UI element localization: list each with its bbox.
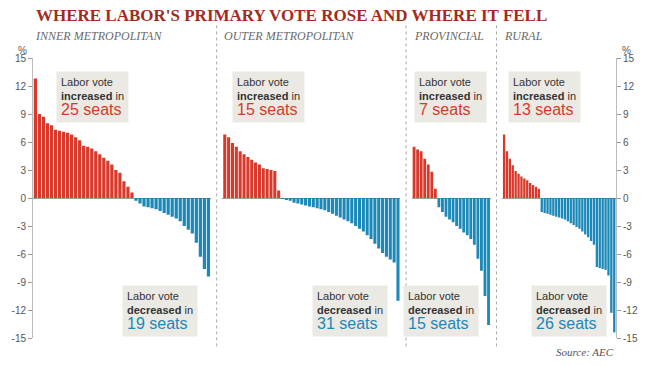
svg-text:3: 3: [20, 165, 26, 176]
svg-text:12: 12: [15, 81, 27, 92]
svg-text:Labor voteincreased in7 seats: Labor voteincreased in7 seats: [419, 76, 482, 118]
svg-text:-6: -6: [623, 249, 632, 260]
svg-text:-9: -9: [623, 277, 632, 288]
svg-text:-15: -15: [623, 333, 638, 344]
svg-text:0: 0: [623, 193, 629, 204]
svg-text:-12: -12: [623, 305, 638, 316]
svg-text:9: 9: [623, 109, 629, 120]
svg-text:12: 12: [623, 81, 635, 92]
svg-text:-6: -6: [17, 249, 26, 260]
svg-text:-3: -3: [623, 221, 632, 232]
svg-text:9: 9: [20, 109, 26, 120]
svg-text:Labor votedecreased in26 seats: Labor votedecreased in26 seats: [536, 290, 602, 332]
svg-text:Labor votedecreased in15 seats: Labor votedecreased in15 seats: [408, 290, 474, 332]
svg-text:RURAL: RURAL: [504, 29, 543, 43]
svg-text:6: 6: [623, 137, 629, 148]
svg-text:-3: -3: [17, 221, 26, 232]
svg-text:15: 15: [15, 53, 27, 64]
svg-text:%: %: [18, 45, 27, 56]
svg-text:Labor votedecreased in31 seats: Labor votedecreased in31 seats: [317, 290, 383, 332]
svg-text:Source: AEC: Source: AEC: [556, 346, 614, 358]
svg-text:Labor votedecreased in19 seats: Labor votedecreased in19 seats: [127, 290, 193, 332]
svg-text:Labor voteincreased in15 seats: Labor voteincreased in15 seats: [237, 76, 300, 118]
svg-text:%: %: [622, 45, 631, 56]
svg-text:WHERE LABOR'S PRIMARY VOTE ROS: WHERE LABOR'S PRIMARY VOTE ROSE AND WHER…: [36, 6, 547, 25]
svg-text:-12: -12: [12, 305, 27, 316]
svg-text:15: 15: [623, 53, 635, 64]
svg-text:-9: -9: [17, 277, 26, 288]
svg-text:6: 6: [20, 137, 26, 148]
svg-text:-15: -15: [12, 333, 27, 344]
svg-text:PROVINCIAL: PROVINCIAL: [414, 29, 484, 43]
svg-text:INNER METROPOLITAN: INNER METROPOLITAN: [35, 29, 162, 43]
svg-text:3: 3: [623, 165, 629, 176]
svg-text:Labor voteincreased in25 seats: Labor voteincreased in25 seats: [61, 76, 124, 118]
svg-text:Labor voteincreased in13 seats: Labor voteincreased in13 seats: [513, 76, 576, 118]
svg-text:OUTER METROPOLITAN: OUTER METROPOLITAN: [224, 29, 354, 43]
svg-text:0: 0: [20, 193, 26, 204]
